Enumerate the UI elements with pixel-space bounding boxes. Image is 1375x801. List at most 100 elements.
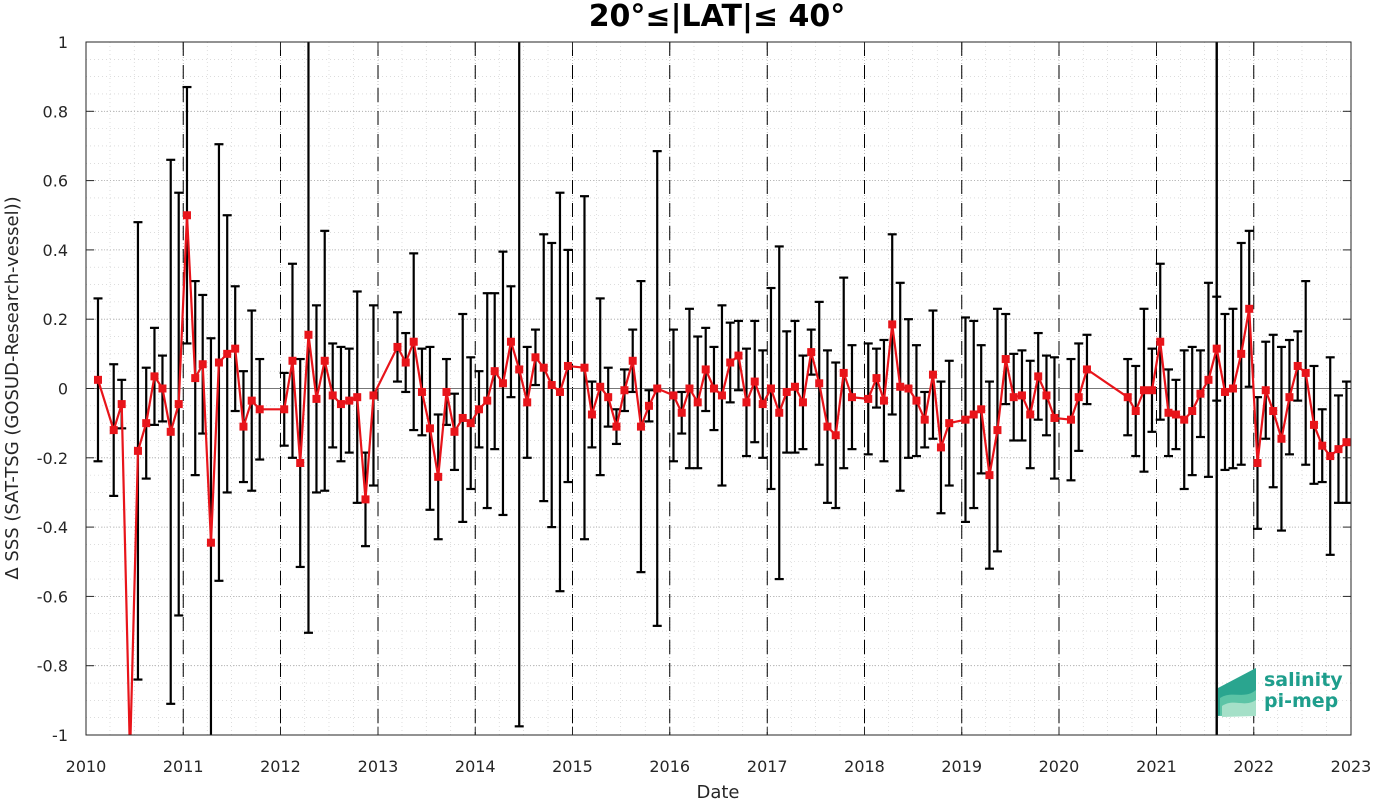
x-axis-label: Date bbox=[696, 782, 739, 801]
x-tick-labels: 2010 2011 2012 2013 2014 2015 2016 2017 2018 2019… bbox=[66, 757, 1372, 776]
x-tick-label: 2017 bbox=[747, 757, 788, 776]
data-point bbox=[288, 356, 297, 365]
data-point bbox=[912, 396, 921, 405]
data-point bbox=[669, 391, 678, 400]
y-tick-label: -0.2 bbox=[37, 449, 68, 468]
data-point bbox=[369, 391, 378, 400]
data-point bbox=[807, 348, 816, 357]
y-tick-label: -1 bbox=[52, 726, 68, 745]
data-point bbox=[1001, 355, 1010, 364]
data-point bbox=[1066, 415, 1075, 424]
data-point bbox=[409, 337, 418, 346]
data-point bbox=[766, 384, 775, 393]
axis-ticks bbox=[85, 41, 1352, 736]
data-point bbox=[490, 367, 499, 376]
data-point bbox=[523, 398, 532, 407]
x-tick-label: 2015 bbox=[552, 757, 593, 776]
data-point bbox=[425, 424, 434, 433]
data-point bbox=[750, 377, 759, 386]
data-point bbox=[166, 427, 175, 436]
data-point bbox=[361, 495, 370, 504]
data-point bbox=[1301, 368, 1310, 377]
data-point bbox=[1026, 410, 1035, 419]
data-point bbox=[896, 382, 905, 391]
data-point bbox=[458, 413, 467, 422]
data-point bbox=[1009, 393, 1018, 402]
data-point bbox=[142, 419, 151, 428]
data-point bbox=[117, 400, 126, 409]
data-point bbox=[775, 408, 784, 417]
data-point bbox=[1164, 408, 1173, 417]
data-point bbox=[150, 372, 159, 381]
data-point bbox=[498, 379, 507, 388]
data-point bbox=[1326, 452, 1335, 461]
data-point bbox=[717, 391, 726, 400]
data-point bbox=[280, 405, 289, 414]
data-point bbox=[920, 415, 929, 424]
data-point bbox=[231, 344, 240, 353]
data-point bbox=[247, 396, 256, 405]
data-point bbox=[304, 330, 313, 339]
data-point bbox=[677, 408, 686, 417]
data-point bbox=[1220, 387, 1229, 396]
data-point bbox=[945, 419, 954, 428]
data-point bbox=[531, 353, 540, 362]
data-point bbox=[709, 384, 718, 393]
data-point bbox=[1123, 393, 1132, 402]
data-point bbox=[345, 396, 354, 405]
data-point bbox=[328, 391, 337, 400]
data-point bbox=[191, 374, 200, 383]
x-tick-label: 2016 bbox=[649, 757, 690, 776]
y-tick-label: 0.8 bbox=[43, 102, 68, 121]
data-point bbox=[831, 431, 840, 440]
data-point bbox=[1156, 337, 1165, 346]
data-point bbox=[758, 400, 767, 409]
data-point bbox=[93, 375, 102, 384]
y-tick-label: 0.4 bbox=[43, 241, 68, 260]
data-point bbox=[1147, 386, 1156, 395]
data-point bbox=[628, 356, 637, 365]
data-point bbox=[823, 422, 832, 431]
y-axis-label: Δ SSS (SAT-TSG (GOSUD-Research-vessel)) bbox=[2, 196, 23, 579]
data-point bbox=[417, 387, 426, 396]
data-point bbox=[158, 384, 167, 393]
data-point bbox=[879, 396, 888, 405]
x-tick-label: 2022 bbox=[1233, 757, 1274, 776]
chart-title: 20°≤|LAT|≤ 40° bbox=[589, 0, 846, 34]
data-point bbox=[1180, 415, 1189, 424]
x-tick-label: 2013 bbox=[358, 757, 399, 776]
data-point bbox=[563, 361, 572, 370]
data-point bbox=[985, 471, 994, 480]
data-point bbox=[1139, 386, 1148, 395]
data-point bbox=[936, 443, 945, 452]
data-point bbox=[174, 400, 183, 409]
data-point bbox=[182, 211, 191, 220]
y-tick-label: 1 bbox=[58, 33, 68, 52]
data-point bbox=[701, 365, 710, 374]
data-point bbox=[1237, 349, 1246, 358]
data-point bbox=[636, 422, 645, 431]
y-tick-label: -0.8 bbox=[37, 657, 68, 676]
data-point bbox=[1285, 393, 1294, 402]
series-markers bbox=[93, 211, 1351, 547]
logo-text-salinity: salinity bbox=[1264, 669, 1343, 691]
y-tick-label: 0.6 bbox=[43, 172, 68, 191]
data-point bbox=[612, 422, 621, 431]
data-point bbox=[239, 422, 248, 431]
data-point bbox=[1212, 344, 1221, 353]
data-point bbox=[206, 538, 215, 547]
data-point bbox=[401, 358, 410, 367]
data-point bbox=[1269, 407, 1278, 416]
data-point bbox=[904, 384, 913, 393]
x-tick-label: 2020 bbox=[1039, 757, 1080, 776]
logo-text-pi-mep: pi-mep bbox=[1264, 690, 1338, 712]
data-point bbox=[434, 472, 443, 481]
y-tick-label: -0.4 bbox=[37, 518, 68, 537]
data-point bbox=[961, 415, 970, 424]
data-point bbox=[1131, 407, 1140, 416]
data-point bbox=[815, 379, 824, 388]
data-point bbox=[839, 368, 848, 377]
data-point bbox=[1171, 410, 1180, 419]
data-point bbox=[580, 363, 589, 372]
data-point bbox=[223, 349, 232, 358]
